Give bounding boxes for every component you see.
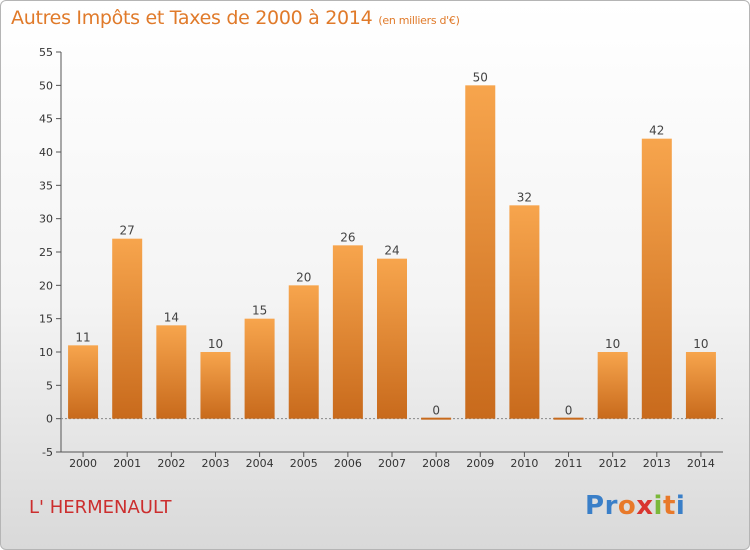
bar	[553, 417, 584, 420]
bar	[597, 352, 628, 419]
logo-letter: i	[675, 491, 686, 521]
y-tick-label: 45	[39, 113, 53, 126]
logo-letter: o	[617, 491, 637, 521]
chart-subtitle: (en milliers d'€)	[378, 14, 460, 27]
data-label: 50	[473, 70, 488, 84]
y-tick-label: 10	[39, 346, 53, 359]
bar	[377, 258, 407, 419]
data-label: 0	[432, 404, 440, 418]
bar	[244, 318, 275, 419]
x-tick-label: 2005	[290, 457, 318, 470]
chart-title-text: Autres Impôts et Taxes de 2000 à 2014	[11, 7, 373, 29]
x-tick-label: 2012	[599, 457, 627, 470]
bar	[685, 352, 716, 419]
data-label: 11	[75, 330, 90, 344]
y-tick-label: 30	[39, 213, 53, 226]
chart-title: Autres Impôts et Taxes de 2000 à 2014 (en…	[11, 7, 460, 29]
x-tick-label: 2000	[69, 457, 97, 470]
logo-letter: r	[604, 491, 618, 521]
data-label: 14	[164, 310, 179, 324]
bar	[641, 138, 672, 419]
data-label: 24	[384, 244, 399, 258]
bar	[68, 345, 99, 419]
data-label: 32	[517, 190, 532, 204]
bar	[112, 238, 143, 419]
data-label: 27	[120, 224, 135, 238]
y-tick-label: 15	[39, 313, 53, 326]
data-label: 15	[252, 304, 267, 318]
data-labels: 11 27 14 10 15 20 26 24 0 50 32 0 10 42 10	[75, 70, 708, 417]
logo-letter: t	[662, 491, 676, 521]
y-tick-label: 5	[46, 379, 53, 392]
y-tick-label: 20	[39, 279, 53, 292]
y-tick-label: 50	[39, 79, 53, 92]
x-tick-label: 2004	[246, 457, 274, 470]
x-tick-label: 2007	[378, 457, 406, 470]
proxiti-logo: Proxiti	[585, 491, 685, 521]
bar	[288, 285, 319, 419]
logo-letter: i	[653, 491, 663, 521]
y-tick-label: 40	[39, 146, 53, 159]
data-label: 10	[693, 337, 708, 351]
logo-letter: P	[585, 491, 605, 521]
bars	[68, 85, 716, 420]
y-tick-label: 55	[39, 46, 53, 59]
logo-letter: x	[636, 491, 654, 521]
x-tick-label: 2001	[113, 457, 141, 470]
bar	[465, 85, 496, 419]
x-tick-label: 2009	[466, 457, 494, 470]
y-tick-label: -5	[42, 446, 53, 459]
x-tick-label: 2011	[555, 457, 583, 470]
bar	[200, 352, 231, 419]
data-label: 10	[605, 337, 620, 351]
data-label: 20	[296, 270, 311, 284]
x-tick-label: 2003	[201, 457, 229, 470]
data-label: 10	[208, 337, 223, 351]
x-tick-label: 2014	[687, 457, 715, 470]
y-tick-label: 25	[39, 246, 53, 259]
x-tick-label: 2010	[510, 457, 538, 470]
bar	[421, 417, 452, 420]
x-tick-label: 2008	[422, 457, 450, 470]
data-label: 42	[649, 124, 664, 138]
data-label: 26	[340, 230, 355, 244]
x-tick-label: 2013	[643, 457, 671, 470]
commune-name: L' HERMENAULT	[29, 497, 172, 518]
x-tick-label: 2002	[157, 457, 185, 470]
y-tick-label: 35	[39, 179, 53, 192]
x-tick-label: 2006	[334, 457, 362, 470]
bar	[509, 205, 540, 419]
y-tick-label: 0	[46, 413, 53, 426]
bar	[332, 245, 363, 419]
data-label: 0	[565, 404, 573, 418]
bar	[156, 325, 187, 419]
